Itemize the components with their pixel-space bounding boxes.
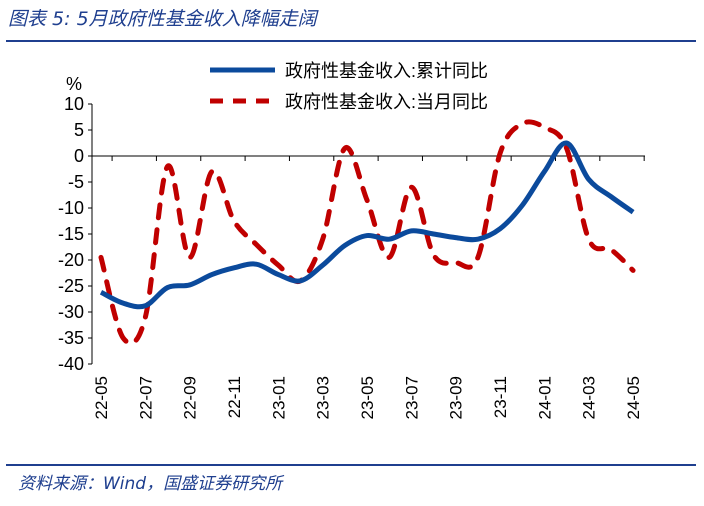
y-tick-label: -40 <box>58 354 84 374</box>
x-tick-label: 22-09 <box>181 376 200 419</box>
x-tick-label: 23-03 <box>314 376 333 419</box>
line-chart: %10 5 0 -5 -10 -15 -20 -25 -30 -35 -40 22-05 22-07 22… <box>58 61 645 419</box>
y-tick-label: -10 <box>58 198 84 218</box>
y-axis-label: % <box>66 74 82 94</box>
x-tick-label: 23-11 <box>491 376 510 418</box>
y-tick-label: -30 <box>58 302 84 322</box>
x-tick-label: 24-05 <box>624 376 643 419</box>
x-tick-label: 23-01 <box>269 376 288 419</box>
source-note: 资料来源：Wind，国盛证券研究所 <box>18 474 283 494</box>
x-tick-label: 23-05 <box>358 376 377 419</box>
y-tick-label: 0 <box>74 146 84 166</box>
y-tick-label: 5 <box>74 120 84 140</box>
y-tick-label: -35 <box>58 328 84 348</box>
x-tick-label: 23-07 <box>402 376 421 419</box>
y-tick-label: -5 <box>68 172 84 192</box>
x-tick-label: 22-11 <box>225 376 244 418</box>
x-tick-label: 22-07 <box>136 376 155 419</box>
legend-label: 政府性基金收入:累计同比 <box>285 61 488 81</box>
y-tick-label: -25 <box>58 276 84 296</box>
x-tick-label: 24-01 <box>535 376 554 419</box>
y-tick-label: -20 <box>58 250 84 270</box>
x-tick-label: 22-05 <box>92 376 111 419</box>
bottom-divider <box>6 464 696 466</box>
series-cumulative-line <box>99 140 635 310</box>
y-tick-label: -15 <box>58 224 84 244</box>
legend-label: 政府性基金收入:当月同比 <box>285 92 488 112</box>
top-divider <box>6 40 696 42</box>
series-monthly-line <box>98 119 636 346</box>
x-tick-label: 24-03 <box>580 376 599 419</box>
y-tick-label: 10 <box>64 94 84 114</box>
x-tick-label: 23-09 <box>447 376 466 419</box>
figure-title: 图表 5: 5月政府性基金收入降幅走阔 <box>8 8 317 30</box>
